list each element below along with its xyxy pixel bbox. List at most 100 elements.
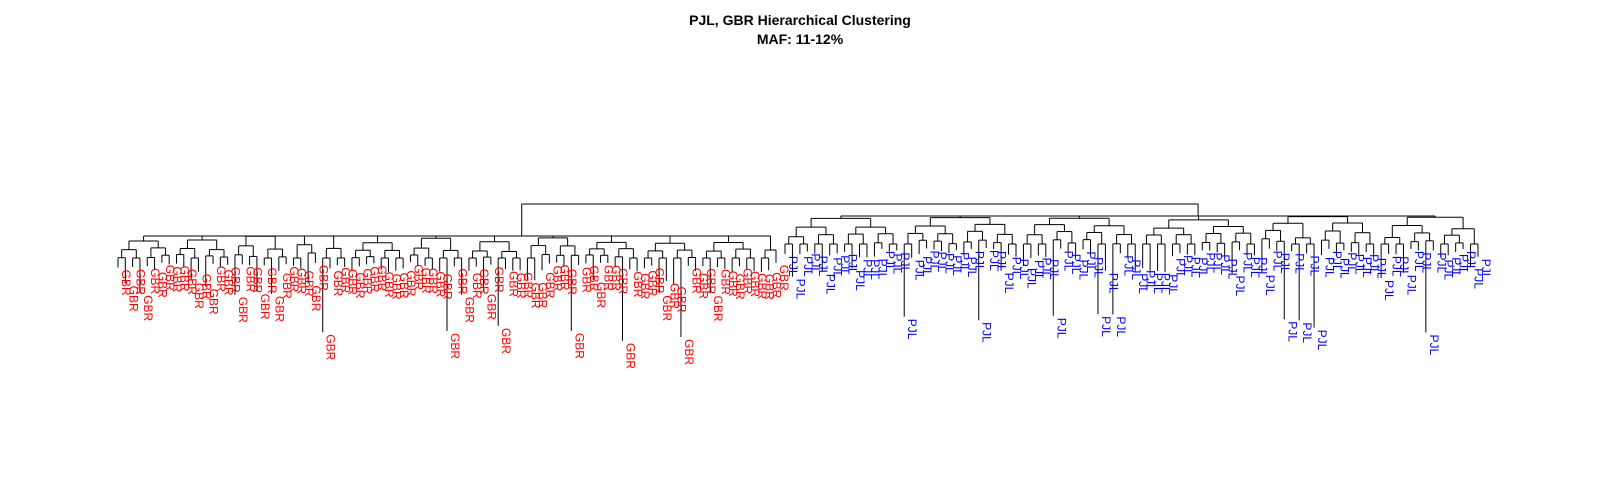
leaf-label: GBR <box>506 271 520 297</box>
leaf-label: GBR <box>697 273 711 299</box>
leaf-label: GBR <box>119 270 133 296</box>
leaf-label: PJL <box>1069 254 1083 275</box>
chart-subtitle: MAF: 11-12% <box>756 31 844 47</box>
leaf-label: PJL <box>1181 255 1195 276</box>
leaf-label: GBR <box>192 283 206 309</box>
leaf-label: GBR <box>762 274 776 300</box>
leaf-label: GBR <box>777 265 791 291</box>
leaf-label: PJL <box>1173 258 1187 279</box>
leaf-label: GBR <box>411 264 425 290</box>
leaf-label: PJL <box>980 322 994 343</box>
leaf-label: PJL <box>1203 253 1217 274</box>
leaf-label: PJL <box>1233 275 1247 296</box>
leaf-label: GBR <box>177 266 191 292</box>
dendrogram-branches <box>117 203 1479 341</box>
leaf-label: GBR <box>148 268 162 294</box>
leaf-label: PJL <box>995 251 1009 272</box>
leaf-label: GBR <box>755 273 769 299</box>
leaf-label: GBR <box>236 297 250 323</box>
leaf-label: PJL <box>861 259 875 280</box>
leaf-label: GBR <box>682 339 696 365</box>
leaf-label: PJL <box>831 257 845 278</box>
leaf-label: GBR <box>550 265 564 291</box>
leaf-label: GBR <box>360 268 374 294</box>
leaf-label: PJL <box>1404 275 1418 296</box>
leaf-label: GBR <box>397 273 411 299</box>
leaf-label: PJL <box>1330 251 1344 272</box>
leaf-label: GBR <box>748 271 762 297</box>
leaf-label: PJL <box>1442 259 1456 280</box>
leaf-label: GBR <box>170 266 184 292</box>
leaf-label: PJL <box>1188 257 1202 278</box>
leaf-label: PJL <box>1293 253 1307 274</box>
leaf-label: GBR <box>470 273 484 299</box>
leaf-label: GBR <box>309 285 323 311</box>
leaf-label: PJL <box>1077 259 1091 280</box>
chart-title: PJL, GBR Hierarchical Clustering <box>689 12 911 28</box>
leaf-label: GBR <box>653 268 667 294</box>
leaf-label: GBR <box>485 294 499 320</box>
leaf-label: PJL <box>1345 252 1359 273</box>
leaf-label: PJL <box>846 254 860 275</box>
leaf-label: PJL <box>1367 254 1381 275</box>
leaf-label: PJL <box>1255 257 1269 278</box>
leaf-label: PJL <box>913 260 927 281</box>
leaf-label: GBR <box>353 272 367 298</box>
leaf-label: PJL <box>1248 257 1262 278</box>
leaf-label: GBR <box>390 274 404 300</box>
leaf-label: PJL <box>928 251 942 272</box>
leaf-label: GBR <box>331 270 345 296</box>
leaf-label: GBR <box>207 289 221 315</box>
leaf-label: GBR <box>499 328 513 354</box>
leaf-label: GBR <box>265 268 279 294</box>
leaf-label: GBR <box>558 265 572 291</box>
leaf-label: GBR <box>134 269 148 295</box>
dendrogram-leaf-labels: GBRGBRGBRGBRGBRGBRGBRGBRGBRGBRGBRGBRGBRG… <box>119 250 1493 369</box>
leaf-label: PJL <box>1397 256 1411 277</box>
leaf-label: GBR <box>126 286 140 312</box>
leaf-label: PJL <box>905 319 919 340</box>
leaf-label: PJL <box>1099 316 1113 337</box>
leaf-label: PJL <box>816 256 830 277</box>
leaf-label: PJL <box>1211 253 1225 274</box>
leaf-label: PJL <box>1278 253 1292 274</box>
leaf-label: PJL <box>1241 252 1255 273</box>
leaf-label: PJL <box>1270 251 1284 272</box>
leaf-label: PJL <box>1479 259 1493 280</box>
leaf-label: GBR <box>324 334 338 360</box>
leaf-label: PJL <box>950 255 964 276</box>
leaf-label: GBR <box>426 268 440 294</box>
leaf-label: GBR <box>638 273 652 299</box>
leaf-label: GBR <box>711 295 725 321</box>
leaf-label: PJL <box>987 250 1001 271</box>
leaf-label: GBR <box>631 271 645 297</box>
leaf-label: PJL <box>1472 268 1486 289</box>
leaf-label: PJL <box>1151 273 1165 294</box>
leaf-label: GBR <box>689 268 703 294</box>
leaf-label: GBR <box>294 268 308 294</box>
leaf-label: GBR <box>726 271 740 297</box>
leaf-label: GBR <box>382 272 396 298</box>
leaf-label: PJL <box>1032 260 1046 281</box>
leaf-label: PJL <box>808 253 822 274</box>
leaf-label: PJL <box>957 252 971 273</box>
leaf-label: PJL <box>868 259 882 280</box>
leaf-label: GBR <box>675 287 689 313</box>
leaf-label: GBR <box>477 269 491 295</box>
leaf-label: GBR <box>273 296 287 322</box>
leaf-label: PJL <box>1337 258 1351 279</box>
leaf-label: PJL <box>1457 254 1471 275</box>
leaf-label: PJL <box>875 259 889 280</box>
leaf-label: GBR <box>229 267 243 293</box>
leaf-label: PJL <box>1323 257 1337 278</box>
leaf-label: PJL <box>1390 256 1404 277</box>
leaf-label: PJL <box>1382 280 1396 301</box>
leaf-label: PJL <box>1300 322 1314 343</box>
leaf-label: PJL <box>935 252 949 273</box>
leaf-label: GBR <box>667 283 681 309</box>
leaf-label: GBR <box>645 270 659 296</box>
leaf-label: GBR <box>419 268 433 294</box>
leaf-label: GBR <box>221 270 235 296</box>
leaf-label: GBR <box>719 269 733 295</box>
